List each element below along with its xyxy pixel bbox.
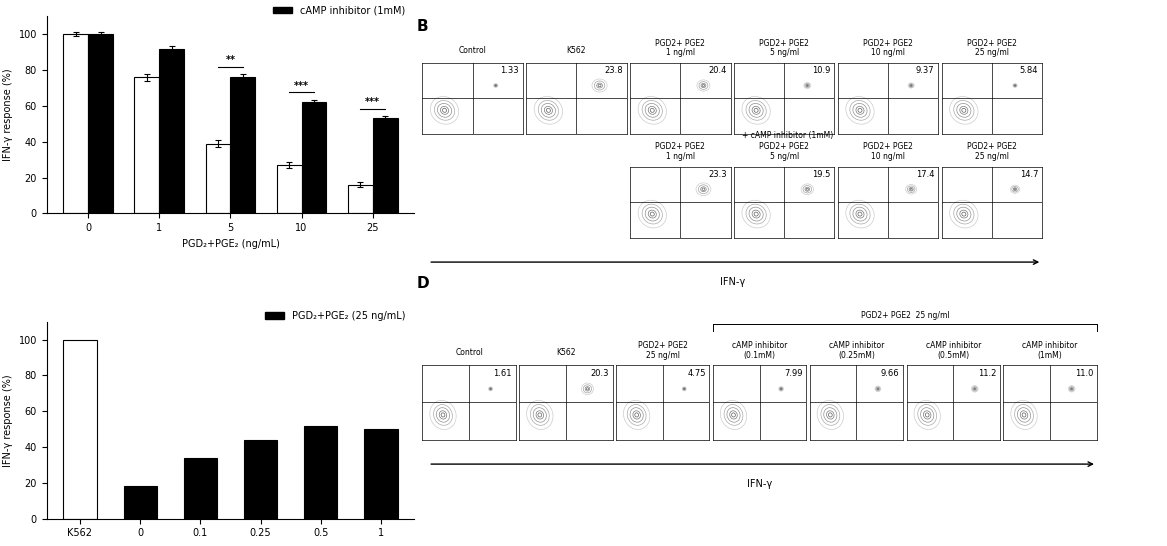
Bar <box>277 165 301 213</box>
Bar <box>348 185 372 213</box>
Text: PGD2+ PGE2: PGD2+ PGE2 <box>967 39 1016 48</box>
X-axis label: PGD₂+PGE₂ (ng/mL): PGD₂+PGE₂ (ng/mL) <box>182 239 279 248</box>
Text: cAMP inhibitor: cAMP inhibitor <box>925 341 981 349</box>
Bar <box>63 340 97 519</box>
Text: Control: Control <box>455 348 483 357</box>
Text: (0.5mM): (0.5mM) <box>937 351 970 359</box>
Text: PGD2+ PGE2: PGD2+ PGE2 <box>967 143 1016 151</box>
Bar <box>372 118 398 213</box>
Text: PGD2+ PGE2: PGD2+ PGE2 <box>638 341 687 349</box>
Text: ***: *** <box>294 81 309 91</box>
Text: 5.84: 5.84 <box>1020 67 1039 75</box>
Bar <box>160 49 184 213</box>
Text: 7.99: 7.99 <box>784 369 803 378</box>
Text: 10 ng/ml: 10 ng/ml <box>871 49 906 57</box>
Text: 10.9: 10.9 <box>812 67 831 75</box>
Text: ***: *** <box>365 97 380 107</box>
Bar <box>134 78 160 213</box>
Text: Control: Control <box>459 46 487 55</box>
Text: cAMP inhibitor: cAMP inhibitor <box>732 341 788 349</box>
Text: 17.4: 17.4 <box>916 170 935 179</box>
Text: 25 ng/ml: 25 ng/ml <box>645 351 680 359</box>
Text: (1mM): (1mM) <box>1037 351 1062 359</box>
Text: 4.75: 4.75 <box>687 369 706 378</box>
Text: + cAMP inhibitor (1mM): + cAMP inhibitor (1mM) <box>742 132 833 140</box>
Text: 19.5: 19.5 <box>812 170 831 179</box>
Text: K562: K562 <box>557 348 575 357</box>
Legend: cAMP inhibitor (1mM): cAMP inhibitor (1mM) <box>270 2 410 19</box>
Text: 9.66: 9.66 <box>881 369 900 378</box>
Text: 5 ng/ml: 5 ng/ml <box>769 152 799 161</box>
Text: D: D <box>417 276 429 290</box>
Text: 10 ng/ml: 10 ng/ml <box>871 152 906 161</box>
Text: PGD2+ PGE2: PGD2+ PGE2 <box>760 143 809 151</box>
Text: 25 ng/ml: 25 ng/ml <box>974 152 1009 161</box>
Bar <box>301 102 327 213</box>
Text: 1.61: 1.61 <box>494 369 512 378</box>
Text: PGD2+ PGE2: PGD2+ PGE2 <box>656 143 705 151</box>
Bar <box>244 440 277 519</box>
Text: 1 ng/ml: 1 ng/ml <box>666 49 694 57</box>
Text: 5 ng/ml: 5 ng/ml <box>769 49 799 57</box>
Text: 1.33: 1.33 <box>501 67 519 75</box>
Text: 11.2: 11.2 <box>978 369 997 378</box>
Text: 25 ng/ml: 25 ng/ml <box>974 49 1009 57</box>
Bar <box>124 486 156 519</box>
Text: cAMP inhibitor: cAMP inhibitor <box>1022 341 1078 349</box>
Legend: PGD₂+PGE₂ (25 ng/mL): PGD₂+PGE₂ (25 ng/mL) <box>261 307 410 325</box>
Bar <box>89 34 113 213</box>
Text: 1 ng/ml: 1 ng/ml <box>666 152 694 161</box>
Text: PGD2+ PGE2: PGD2+ PGE2 <box>864 39 913 48</box>
Text: PGD2+ PGE2  25 ng/ml: PGD2+ PGE2 25 ng/ml <box>860 311 949 319</box>
Text: (0.1mM): (0.1mM) <box>743 351 776 359</box>
Text: 20.3: 20.3 <box>591 369 609 378</box>
Text: PGD2+ PGE2: PGD2+ PGE2 <box>864 143 913 151</box>
Text: 9.37: 9.37 <box>916 67 935 75</box>
Bar <box>364 429 398 519</box>
Bar <box>205 144 230 213</box>
Text: cAMP inhibitor: cAMP inhibitor <box>829 341 885 349</box>
Text: K562: K562 <box>567 46 586 55</box>
Text: 11.0: 11.0 <box>1075 369 1093 378</box>
Bar <box>230 78 256 213</box>
Text: **: ** <box>225 55 236 65</box>
Text: 14.7: 14.7 <box>1020 170 1039 179</box>
Text: 23.3: 23.3 <box>708 170 727 179</box>
Bar <box>63 34 89 213</box>
Text: 23.8: 23.8 <box>605 67 623 75</box>
Y-axis label: IFN-γ response (%): IFN-γ response (%) <box>4 69 13 161</box>
Text: IFN-γ: IFN-γ <box>747 479 773 489</box>
Text: IFN-γ: IFN-γ <box>720 277 745 287</box>
Text: (0.25mM): (0.25mM) <box>838 351 875 359</box>
Text: 20.4: 20.4 <box>708 67 727 75</box>
Bar <box>184 458 217 519</box>
Text: B: B <box>417 19 428 34</box>
Y-axis label: IFN-γ response (%): IFN-γ response (%) <box>4 374 13 466</box>
Text: PGD2+ PGE2: PGD2+ PGE2 <box>760 39 809 48</box>
Text: PGD2+ PGE2: PGD2+ PGE2 <box>656 39 705 48</box>
Bar <box>305 425 337 519</box>
